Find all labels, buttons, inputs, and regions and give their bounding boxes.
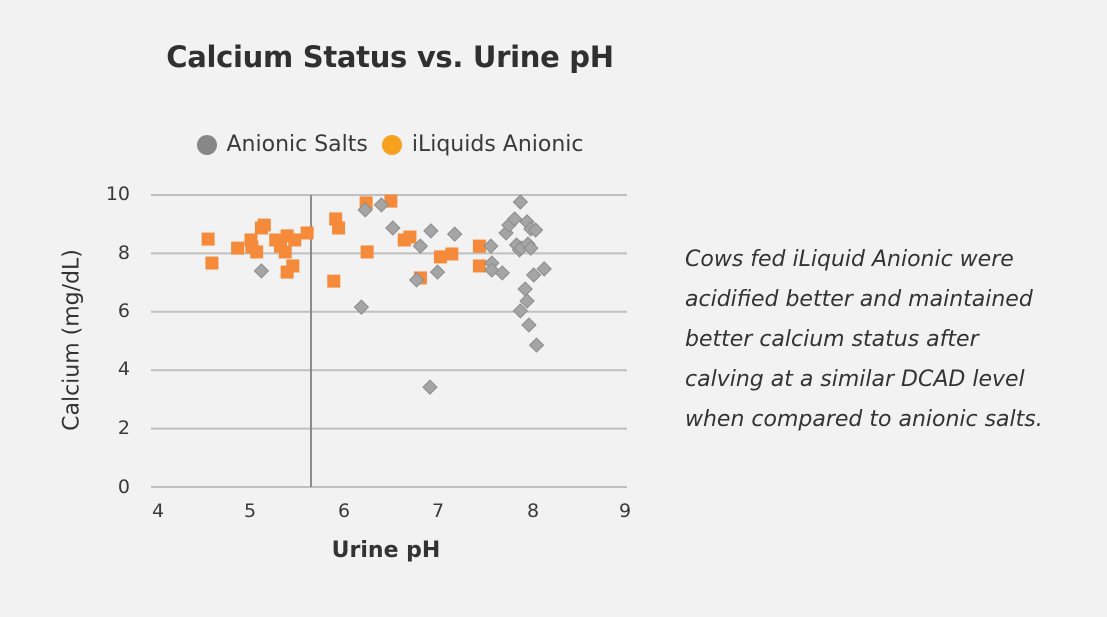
caption-line: better calcium status after [685, 327, 979, 352]
data-point-diamond-icon [385, 220, 401, 236]
y-tick: 2 [117, 417, 130, 439]
caption-line: Cows fed iLiquid Anionic were [685, 247, 1014, 272]
data-point-diamond-icon [373, 197, 390, 213]
data-point-diamond-icon [412, 238, 429, 254]
data-point-square-icon [360, 245, 374, 259]
x-tick: 9 [618, 500, 632, 522]
data-point-diamond-icon [483, 238, 499, 254]
data-point-diamond-icon [353, 299, 370, 315]
data-point-square-icon [250, 245, 264, 259]
y-tick: 10 [105, 183, 130, 205]
data-point-diamond-icon [357, 202, 373, 218]
data-point-diamond-icon [519, 293, 535, 309]
caption-line: when compared to anionic salts. [685, 407, 1043, 432]
data-point-diamond-icon [446, 226, 463, 242]
legend: Anionic Salts iLiquids Anionic [150, 132, 630, 157]
data-point-square-icon [300, 226, 314, 240]
data-point-diamond-icon [422, 379, 438, 395]
data-point-square-icon [472, 259, 486, 273]
y-tick: 4 [117, 358, 130, 380]
data-point-diamond-icon [528, 337, 545, 353]
legend-item-anionic-salts: Anionic Salts [196, 132, 368, 157]
data-point-diamond-icon [517, 281, 533, 297]
data-point-diamond-icon [429, 264, 446, 280]
data-point-square-icon [332, 221, 346, 235]
legend-label: Anionic Salts [226, 132, 368, 157]
data-point-square-icon [472, 239, 486, 253]
data-point-square-icon [201, 232, 215, 246]
data-point-square-icon [445, 247, 459, 261]
data-point-square-icon [286, 259, 300, 273]
data-point-square-icon [231, 241, 245, 255]
x-axis-title: Urine pH [331, 538, 441, 563]
data-point-diamond-icon [521, 317, 537, 333]
data-point-square-icon [205, 256, 219, 270]
data-point-diamond-icon [523, 240, 539, 256]
gridlines [151, 194, 627, 488]
legend-marker-gray-icon [196, 134, 217, 155]
legend-label: iLiquids Anionic [411, 132, 584, 157]
data-point-square-icon [257, 218, 271, 232]
data-point-square-icon [278, 245, 292, 259]
x-tick: 8 [526, 500, 540, 522]
data-point-diamond-icon [536, 261, 552, 277]
x-tick: 4 [151, 500, 165, 522]
x-tick: 5 [243, 500, 257, 522]
caption-text: Cows fed iLiquid Anionic were acidified … [685, 240, 1095, 440]
data-point-square-icon [327, 274, 341, 288]
data-point-square-icon [403, 230, 417, 244]
data-point-diamond-icon [408, 272, 425, 288]
x-tick: 6 [337, 500, 351, 522]
data-point-diamond-icon [423, 223, 439, 239]
data-point-diamond-icon [527, 222, 544, 238]
caption-line: acidified better and maintained [685, 287, 1033, 312]
data-point-diamond-icon [512, 194, 529, 210]
y-tick: 0 [117, 476, 130, 498]
data-point-square-icon [433, 250, 447, 264]
x-tick: 7 [431, 500, 445, 522]
data-point-diamond-icon [253, 263, 270, 279]
chart-title: Calcium Status vs. Urine pH [166, 40, 614, 74]
legend-marker-orange-icon [381, 134, 402, 155]
data-point-diamond-icon [525, 267, 542, 283]
data-point-square-icon [288, 233, 302, 247]
caption-line: calving at a similar DCAD level [685, 367, 1025, 392]
series-anionic-salts [253, 194, 552, 395]
legend-item-iliquids-anionic: iLiquids Anionic [381, 132, 584, 157]
data-point-diamond-icon [512, 303, 529, 319]
data-point-diamond-icon [494, 265, 510, 281]
y-tick: 8 [117, 242, 130, 264]
y-tick: 6 [117, 300, 130, 322]
data-point-diamond-icon [506, 211, 523, 227]
